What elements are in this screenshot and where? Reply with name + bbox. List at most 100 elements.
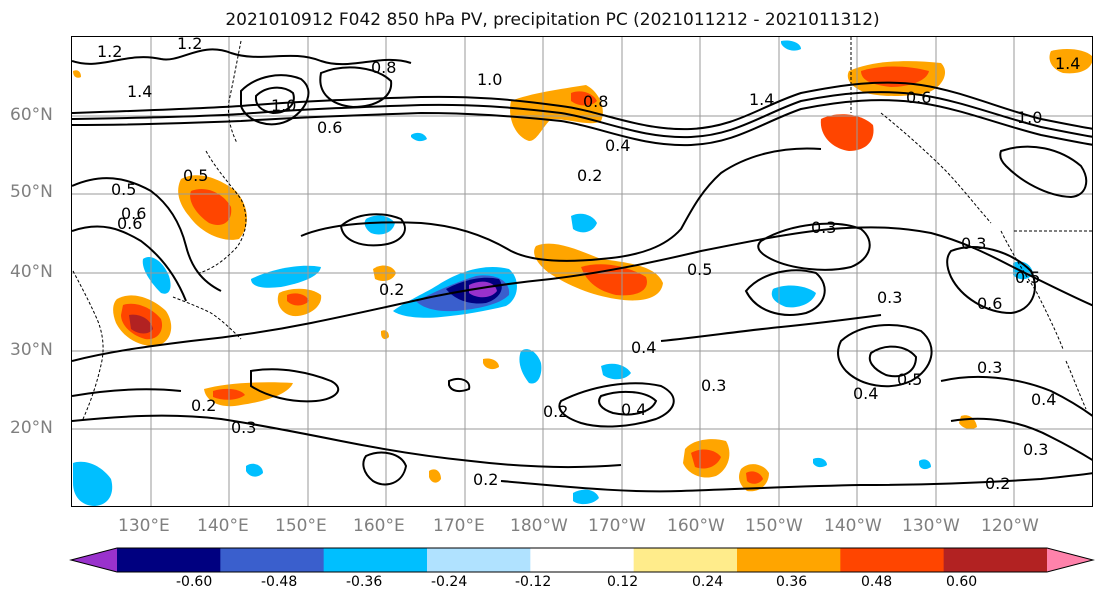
precip-area [691,449,721,469]
precip-area [287,293,309,306]
precip-area [411,132,427,142]
lon-label-140w: 140°W [824,516,882,536]
precip-area [781,40,801,51]
colorbar-segment [840,548,945,572]
contour-label: 0.6 [977,294,1002,313]
contour-label: 0.8 [583,92,608,111]
precip-area [246,463,263,477]
contour-label: 0.5 [687,260,712,279]
lon-label-130e: 130°E [118,516,170,536]
contour-label: 0.4 [1031,390,1056,409]
colorbar-tick-label: 0.60 [946,574,978,590]
contour-label: 0.5 [897,370,922,389]
lon-label-150e: 150°E [275,516,327,536]
colorbar-tick-label: 0.12 [607,574,639,590]
lon-label-170w: 170°W [588,516,646,536]
contour-label: 0.3 [701,376,726,395]
precip-area [571,91,597,106]
contour-label: 0.3 [961,234,986,253]
precip-area [142,256,171,294]
lon-label-180w: 180°W [510,516,568,536]
precip-area [483,358,499,370]
precip-area [129,314,153,334]
colorbar-tick-label: -0.36 [346,574,383,590]
colorbar-segment [530,548,635,572]
lat-label-40n: 40°N [10,262,53,282]
lon-label-140e: 140°E [197,516,249,536]
lat-label-30n: 30°N [10,340,53,360]
contour-label: 0.5 [111,180,136,199]
contour-label: 0.6 [117,214,142,233]
precip-area [1049,49,1092,74]
contour-label: 0.4 [853,384,878,403]
precip-area [519,349,542,384]
precip-area [73,70,81,78]
colorbar-tick-label: 0.36 [776,574,808,590]
contour-label: 0.3 [231,418,256,437]
colorbar-tick-label: -0.24 [431,574,468,590]
colorbar-tick-label: 0.24 [692,574,724,590]
precip-area [573,489,599,505]
contour-label: 1.4 [749,90,774,109]
contour-label: 0.2 [985,474,1010,493]
colorbar-extend-min [71,548,117,572]
contour-label: 0.6 [317,118,342,137]
colorbar-segment [737,548,841,572]
colorbar-tick-label: -0.12 [515,574,552,590]
lon-label-130w: 130°W [902,516,960,536]
precip-area [820,114,874,151]
contour-label: 1.0 [1017,108,1042,127]
precip-area [469,281,497,298]
precip-area [204,382,293,407]
contour-label: 0.4 [631,338,656,357]
colorbar-tick-label: 0.48 [861,574,893,590]
precip-area [364,215,395,235]
precip-area [190,188,232,226]
contour-label: 0.4 [621,400,646,419]
contour-labels: 1.2 1.2 1.4 0.8 1.0 1.0 0.6 0.8 0.4 0.2 … [97,37,1080,493]
contour-label: 0.2 [473,470,498,489]
contour-label: 1.2 [97,42,122,61]
contour-label: 0.2 [577,166,602,185]
precip-area [381,330,389,340]
map-canvas: 1.2 1.2 1.4 0.8 1.0 1.0 0.6 0.8 0.4 0.2 … [72,37,1092,506]
contour-label: 0.2 [191,396,216,415]
contour-label: 0.3 [1023,440,1048,459]
lon-label-120w: 120°W [981,516,1039,536]
contour-label: 1.0 [271,96,296,115]
precip-area [429,469,441,483]
precip-area [251,265,321,288]
contour-label: 0.2 [543,402,568,421]
contour-label: 1.4 [1055,54,1080,73]
precip-area [746,471,763,484]
contour-label: 0.6 [906,88,931,107]
lat-label-50n: 50°N [10,182,53,202]
precip-area [919,459,931,470]
contour-label: 0.4 [605,136,630,155]
contour-label: 0.3 [877,288,902,307]
contour-label: 0.3 [811,218,836,237]
precip-area [959,415,977,430]
lat-label-60n: 60°N [10,105,53,125]
colorbar-segment [427,548,531,572]
graticule [72,37,1092,506]
contour-label: 0.2 [379,280,404,299]
map-title: 2021010912 F042 850 hPa PV, precipitatio… [225,10,880,30]
colorbar-extend-max [1047,548,1093,572]
colorbar-segment [323,548,428,572]
colorbar-outline [69,547,1095,573]
precip-area [73,461,113,506]
contour-label: 1.4 [127,82,152,101]
contour-label: 0.5 [1015,268,1040,287]
contour-label: 0.8 [371,58,396,77]
contour-label: 1.2 [177,37,202,53]
contour-label: 1.0 [477,70,502,89]
colorbar-segment [633,548,738,572]
lon-label-160e: 160°E [353,516,405,536]
precip-area [813,457,827,468]
lon-label-150w: 150°W [745,516,803,536]
colorbar-segment [117,548,221,572]
contour-label: 0.6 [121,204,146,223]
precip-area [601,363,631,380]
contour-label: 0.5 [183,166,208,185]
